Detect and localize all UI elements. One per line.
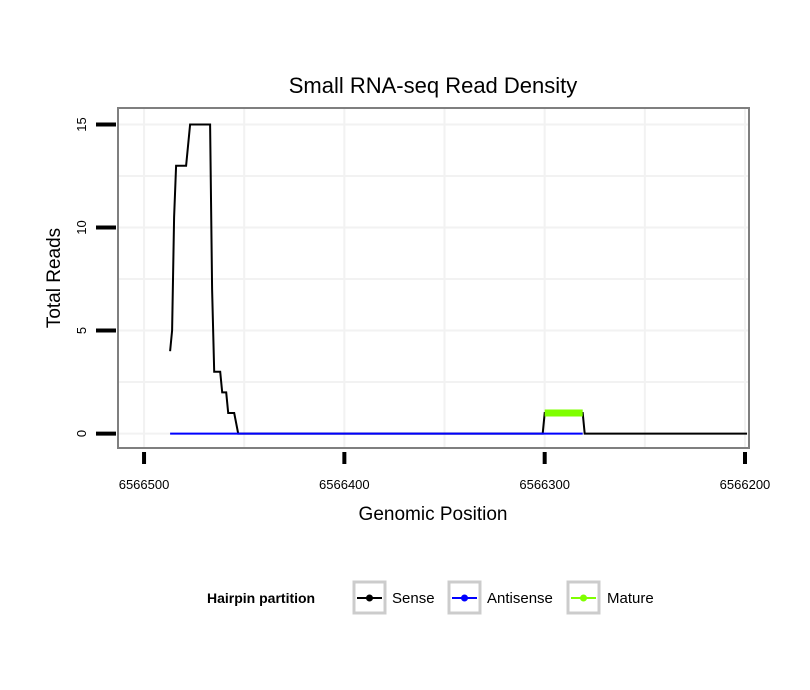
grid: [118, 108, 749, 448]
x-axis-label: Genomic Position: [359, 504, 508, 525]
legend-dot-antisense: [461, 594, 468, 602]
legend-item-mature: Mature: [566, 580, 654, 615]
legend-label-sense: Sense: [392, 590, 435, 607]
x-tick-label: 6566500: [119, 477, 170, 492]
series-line-sense: [169, 123, 747, 435]
legend-label-antisense: Antisense: [487, 590, 553, 607]
x-tick-label: 6566300: [519, 477, 570, 492]
y-tick-label: 5: [74, 327, 89, 334]
y-tick-label: 15: [74, 117, 89, 131]
legend-item-sense: Sense: [352, 580, 435, 615]
x-tick-label: 6566400: [319, 477, 370, 492]
legend-label-mature: Mature: [607, 590, 654, 607]
legend: Hairpin partition Sense Antisense Mature: [207, 580, 654, 615]
axes-layer: 6566500 6566400 6566300 6566200 0 5 10 15: [74, 117, 770, 492]
x-tick-label: 6566200: [720, 477, 771, 492]
chart-title: Small RNA-seq Read Density: [289, 73, 578, 98]
legend-dot-sense: [366, 594, 373, 602]
y-tick-label: 0: [74, 430, 89, 437]
legend-dot-mature: [580, 594, 587, 602]
y-tick-label: 10: [74, 220, 89, 234]
legend-title: Hairpin partition: [207, 590, 315, 606]
plot-area: [117, 107, 750, 449]
legend-item-antisense: Antisense: [447, 580, 553, 615]
y-axis-label: Total Reads: [44, 228, 65, 328]
series-layer: [169, 123, 747, 435]
